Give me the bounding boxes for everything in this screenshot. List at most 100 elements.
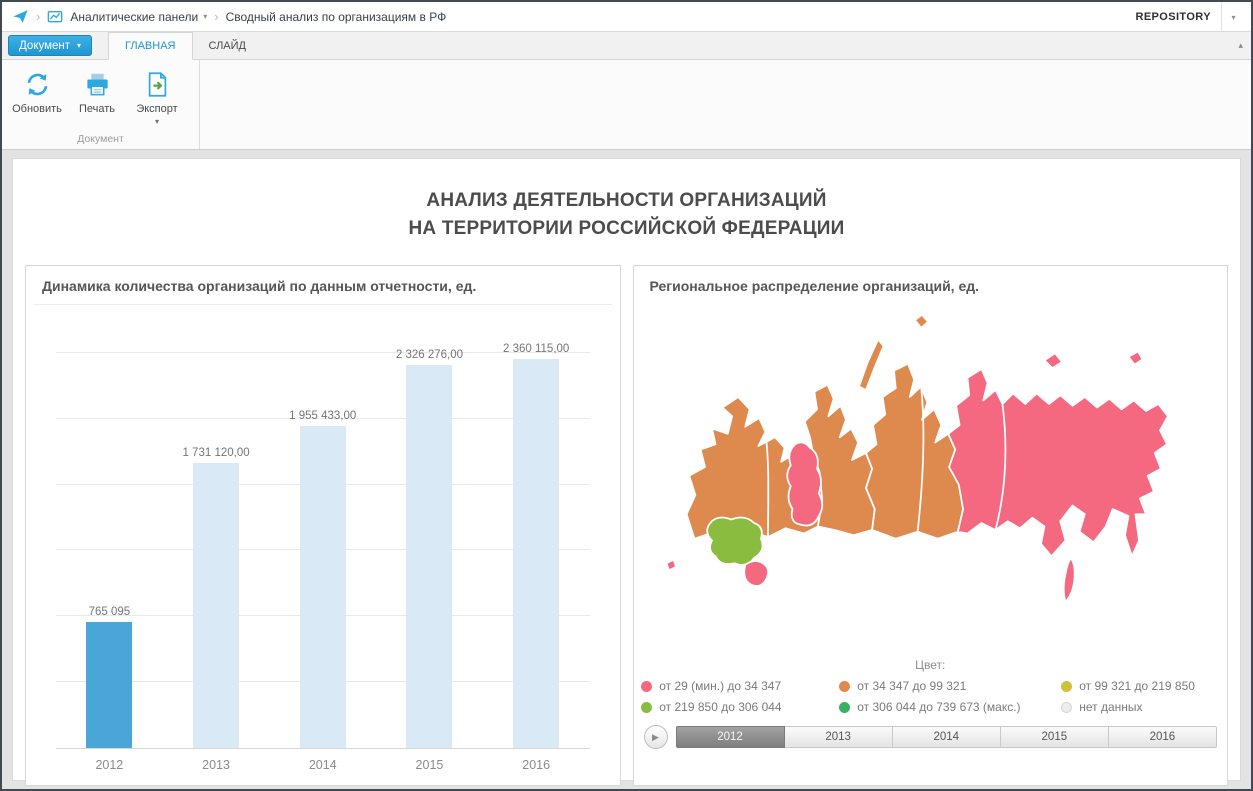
map-island-novosibirsk[interactable] [1043, 352, 1063, 369]
timeline-year-2013[interactable]: 2013 [784, 726, 893, 748]
ribbon-tab-strip: Документ ▾ ГЛАВНАЯ СЛАЙД ▴ [2, 32, 1251, 60]
map-legend-items: от 29 (мин.) до 34 347 от 34 347 до 99 32… [641, 679, 1219, 714]
export-icon [144, 71, 171, 98]
map-island-severnaya-zemlya[interactable] [913, 313, 929, 329]
map-island-novaya-zemlya[interactable] [857, 338, 884, 391]
map-island-wrangel[interactable] [1127, 350, 1143, 366]
dashboard-icon [47, 9, 63, 25]
top-navigation-bar: › Аналитические панели ▾ › Сводный анали… [2, 2, 1251, 32]
map-timeline: ▶ 2012 2013 2014 2015 2016 [643, 725, 1218, 749]
report-title-line1: АНАЛИЗ ДЕЯТЕЛЬНОСТИ ОРГАНИЗАЦИЙ [426, 190, 827, 211]
breadcrumb-separator-icon: › [36, 9, 41, 24]
legend-label: от 306 044 до 739 673 (макс.) [857, 700, 1021, 714]
bar-column-2014[interactable]: 1 955 433,00 [269, 410, 376, 748]
bar[interactable] [406, 365, 453, 748]
bar-value-label: 2 360 115,00 [503, 343, 570, 355]
map-region-european-russia[interactable] [685, 396, 823, 541]
gridline [56, 418, 590, 419]
legend-label: от 219 850 до 306 044 [659, 700, 782, 714]
export-label: Экспорт [136, 103, 178, 115]
tab-slide[interactable]: СЛАЙД [193, 32, 263, 60]
legend-color-dot [1061, 680, 1073, 692]
breadcrumb: › Аналитические панели ▾ › Сводный анали… [12, 8, 446, 25]
refresh-button[interactable]: Обновить [8, 65, 66, 133]
legend-color-dot [839, 680, 851, 692]
map-body: Цвет: от 29 (мин.) до 34 347 от 34 347 до… [634, 304, 1228, 785]
bar-column-2015[interactable]: 2 326 276,00 [376, 349, 483, 748]
timeline-year-2016[interactable]: 2016 [1108, 726, 1217, 748]
breadcrumb-separator-icon: › [214, 9, 219, 24]
repository-label[interactable]: REPOSITORY [1135, 10, 1211, 23]
bar-chart-plot: 765 095 1 731 120,00 1 955 433,00 2 326 276… [56, 321, 590, 749]
bar[interactable] [299, 426, 346, 748]
map-region-low-european[interactable] [785, 441, 823, 527]
chevron-down-icon: ▾ [77, 40, 82, 50]
breadcrumb-label: Аналитические панели [70, 9, 199, 24]
legend-color-dot [1061, 701, 1073, 713]
legend-item: от 219 850 до 306 044 [641, 700, 839, 714]
timeline-year-2012[interactable]: 2012 [675, 726, 785, 748]
legend-color-dot [641, 701, 653, 713]
map-region-central-siberia[interactable] [864, 362, 964, 540]
bar[interactable] [86, 622, 133, 748]
russia-map[interactable] [640, 306, 1222, 656]
ribbon-collapse-icon[interactable]: ▴ [1238, 40, 1243, 50]
bar-column-2013[interactable]: 1 731 120,00 [163, 447, 270, 748]
legend-item: от 34 347 до 99 321 [839, 679, 1061, 693]
dashboard-panels: Динамика количества организаций по данны… [25, 265, 1228, 786]
printer-icon [84, 71, 111, 98]
gridline [56, 352, 590, 353]
bar[interactable] [193, 463, 240, 748]
bar-column-2016[interactable]: 2 360 115,00 [483, 343, 590, 748]
chevron-down-icon: ▾ [1231, 12, 1236, 22]
timeline-year-2014[interactable]: 2014 [892, 726, 1001, 748]
legend-item: от 29 (мин.) до 34 347 [641, 679, 839, 693]
bar-chart-title: Динамика количества организаций по данны… [34, 278, 612, 305]
repository-dropdown-button[interactable]: ▾ [1221, 2, 1245, 31]
breadcrumb-current-document[interactable]: Сводный анализ по организациям в РФ [225, 9, 447, 24]
timeline-year-2015[interactable]: 2015 [1000, 726, 1109, 748]
report-title: АНАЛИЗ ДЕЯТЕЛЬНОСТИ ОРГАНИЗАЦИЙ НА ТЕРРИ… [13, 187, 1240, 243]
play-icon: ▶ [652, 731, 659, 742]
map-region-green-south[interactable] [705, 516, 763, 566]
bar-chart: 765 095 1 731 120,00 1 955 433,00 2 326 276… [26, 305, 620, 785]
document-workspace: АНАЛИЗ ДЕЯТЕЛЬНОСТИ ОРГАНИЗАЦИЙ НА ТЕРРИ… [2, 150, 1251, 789]
print-label: Печать [78, 103, 116, 115]
chevron-down-icon: ▾ [154, 117, 159, 126]
map-title: Региональное распределение организаций, … [649, 278, 980, 294]
legend-label: от 99 321 до 219 850 [1079, 679, 1195, 693]
document-menu-button[interactable]: Документ ▾ [8, 35, 93, 56]
legend-item: нет данных [1061, 700, 1219, 714]
map-inner-border [916, 386, 924, 532]
bar-column-2012[interactable]: 765 095 [56, 606, 163, 748]
map-legend-title: Цвет: [915, 658, 946, 672]
legend-label: от 29 (мин.) до 34 347 [659, 679, 782, 693]
legend-color-dot [839, 701, 851, 713]
legend-color-dot [641, 680, 653, 692]
app-logo-icon[interactable] [12, 8, 29, 25]
map-island-sakhalin[interactable] [1062, 557, 1076, 603]
map-region-far-east[interactable] [946, 368, 1169, 558]
legend-label: от 34 347 до 99 321 [857, 679, 967, 693]
timeline-play-button[interactable]: ▶ [643, 725, 668, 749]
x-axis-label: 2016 [522, 758, 551, 772]
map-region-west-siberia[interactable] [803, 383, 876, 537]
map-region-caucasus[interactable] [742, 560, 769, 587]
tab-main[interactable]: ГЛАВНАЯ [108, 32, 193, 60]
legend-item: от 306 044 до 739 673 (макс.) [839, 700, 1061, 714]
ribbon: Документ ▾ ГЛАВНАЯ СЛАЙД ▴ Обновить [2, 32, 1251, 150]
refresh-label: Обновить [12, 103, 62, 115]
x-axis-label: 2014 [308, 758, 337, 772]
bar-value-label: 1 955 433,00 [289, 410, 357, 422]
topbar-right-section: REPOSITORY ▾ [1135, 2, 1245, 31]
map-region-kaliningrad[interactable] [665, 558, 677, 572]
breadcrumb-analytic-panels[interactable]: Аналитические панели ▾ [70, 10, 207, 24]
document-menu-label: Документ [19, 39, 71, 52]
x-axis-label: 2013 [202, 758, 230, 772]
timeline-years: 2012 2013 2014 2015 2016 [675, 726, 1218, 748]
export-button[interactable]: Экспорт ▾ [128, 65, 186, 133]
print-button[interactable]: Печать [68, 65, 126, 133]
bar[interactable] [513, 359, 560, 748]
map-panel: Региональное распределение организаций, … [632, 265, 1228, 786]
